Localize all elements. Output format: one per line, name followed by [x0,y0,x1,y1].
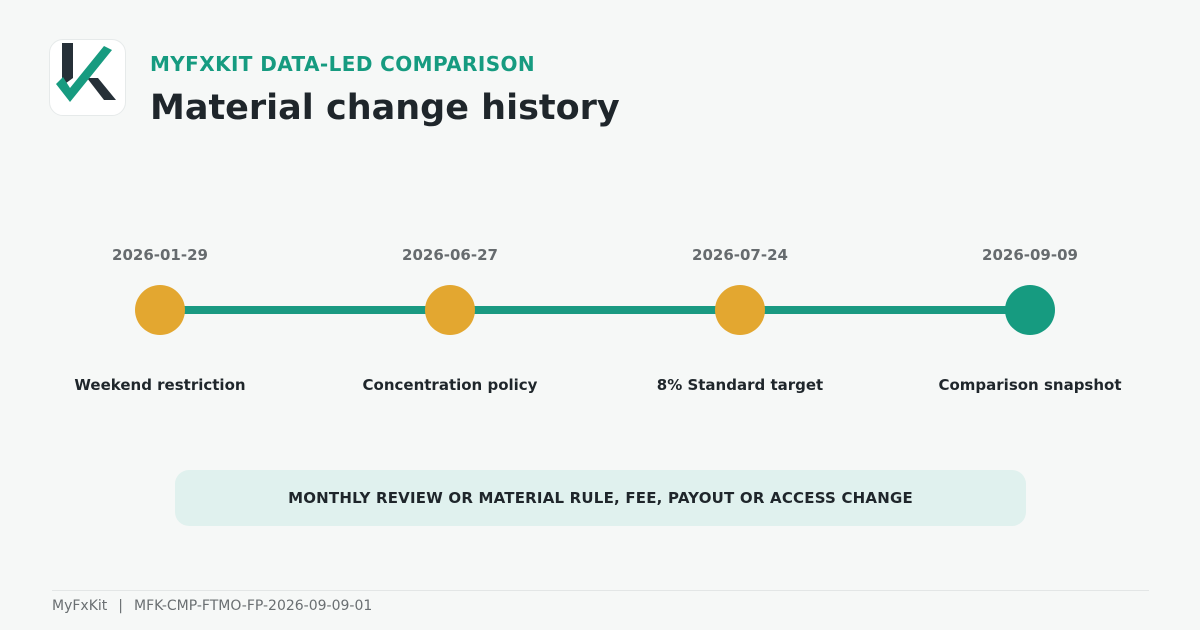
event-label: Comparison snapshot [938,376,1122,394]
footer: MyFxKit | MFK-CMP-FTMO-FP-2026-09-09-01 [52,598,372,614]
page-title: Material change history [150,88,620,128]
event-marker [1005,285,1055,335]
event-date: 2026-09-09 [982,246,1078,264]
timeline-line [160,306,1030,314]
footer-separator: | [118,598,123,614]
event-date: 2026-06-27 [402,246,498,264]
footer-divider [52,590,1149,591]
event-label: 8% Standard target [656,376,824,394]
event-label: Concentration policy [362,376,538,394]
event-marker [715,285,765,335]
k-checkmark-logo-icon [56,43,116,102]
logo [49,39,126,116]
event-label: Weekend restriction [74,376,246,394]
update-policy-note: MONTHLY REVIEW OR MATERIAL RULE, FEE, PA… [175,470,1026,526]
footer-brand: MyFxKit [52,598,108,614]
event-marker [135,285,185,335]
event-date: 2026-01-29 [112,246,208,264]
event-marker [425,285,475,335]
page-kicker: MYFXKIT DATA-LED COMPARISON [150,52,536,76]
footer-reference: MFK-CMP-FTMO-FP-2026-09-09-01 [133,598,373,614]
event-date: 2026-07-24 [692,246,788,264]
